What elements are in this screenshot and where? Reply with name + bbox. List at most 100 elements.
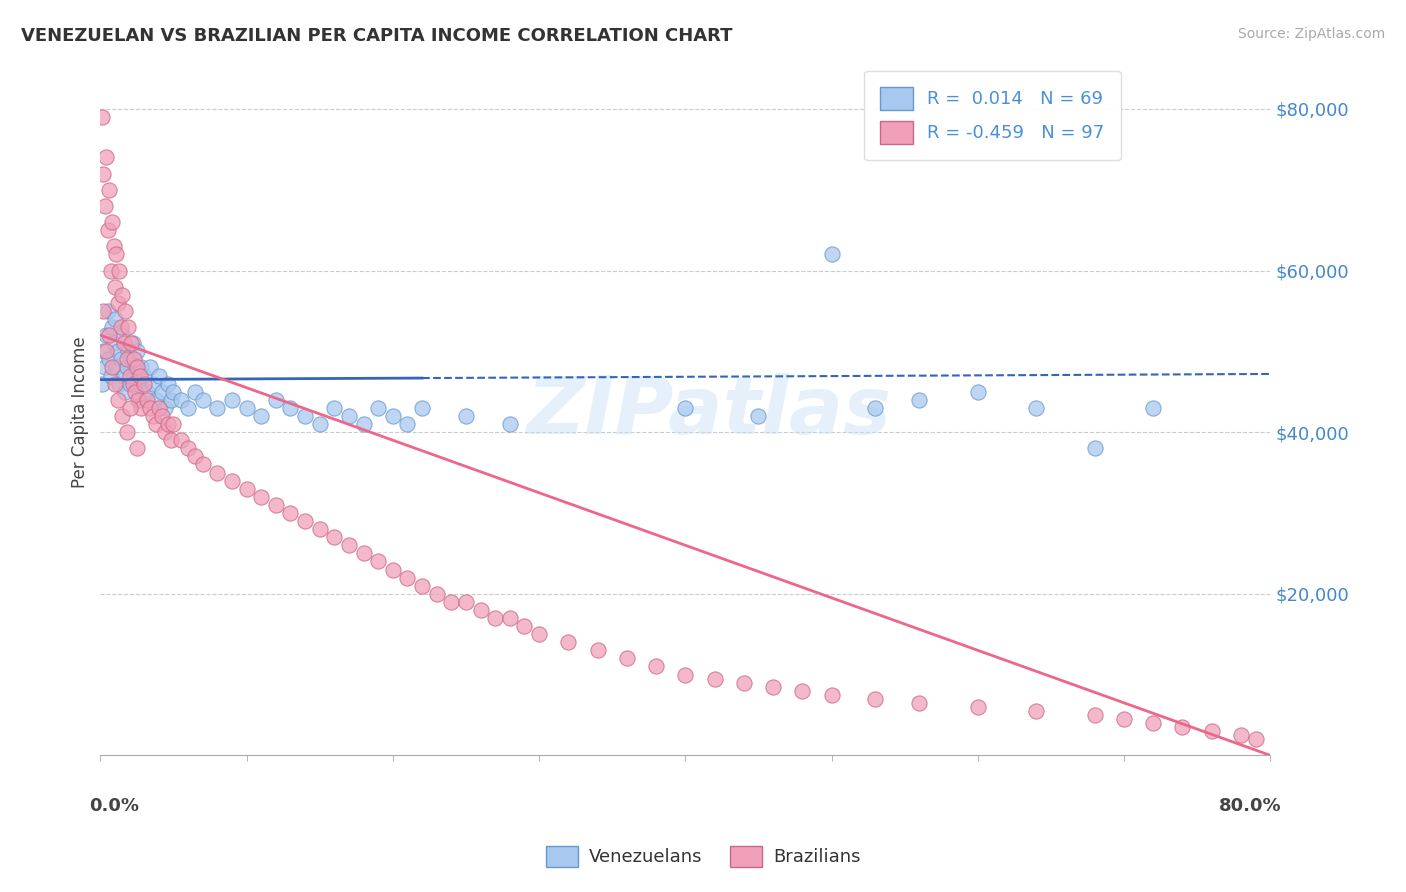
Point xyxy=(170,392,193,407)
Point xyxy=(908,696,931,710)
Point xyxy=(120,352,142,367)
Point xyxy=(153,401,176,415)
Point xyxy=(105,360,128,375)
Point xyxy=(762,680,785,694)
Point xyxy=(484,611,506,625)
Point xyxy=(117,344,139,359)
Point xyxy=(153,425,176,439)
Point xyxy=(96,344,118,359)
Point xyxy=(110,352,132,367)
Point xyxy=(177,401,200,415)
Point xyxy=(97,223,120,237)
Point xyxy=(128,368,150,383)
Point xyxy=(184,384,207,399)
Point xyxy=(499,611,522,625)
Point xyxy=(235,482,257,496)
Point xyxy=(308,522,330,536)
Text: VENEZUELAN VS BRAZILIAN PER CAPITA INCOME CORRELATION CHART: VENEZUELAN VS BRAZILIAN PER CAPITA INCOM… xyxy=(21,27,733,45)
Point xyxy=(117,320,139,334)
Point xyxy=(122,352,145,367)
Point xyxy=(1084,708,1107,723)
Text: 0.0%: 0.0% xyxy=(89,797,139,814)
Point xyxy=(111,287,134,301)
Point xyxy=(1171,720,1194,734)
Point xyxy=(127,392,149,407)
Point xyxy=(98,352,121,367)
Text: 80.0%: 80.0% xyxy=(1219,797,1282,814)
Point xyxy=(162,384,184,399)
Point xyxy=(1201,724,1223,739)
Point xyxy=(129,401,152,415)
Point xyxy=(513,619,536,633)
Point xyxy=(308,417,330,431)
Point xyxy=(114,304,136,318)
Point xyxy=(280,506,302,520)
Point xyxy=(112,336,135,351)
Point xyxy=(104,376,127,391)
Point xyxy=(156,417,179,431)
Point xyxy=(527,627,550,641)
Point xyxy=(108,263,131,277)
Point xyxy=(184,450,207,464)
Point xyxy=(337,409,360,423)
Point xyxy=(142,409,165,423)
Point xyxy=(91,344,114,359)
Point xyxy=(1142,401,1164,415)
Point xyxy=(145,392,167,407)
Point xyxy=(110,320,132,334)
Point xyxy=(221,474,243,488)
Point xyxy=(792,683,814,698)
Point xyxy=(353,417,375,431)
Point xyxy=(107,296,129,310)
Point xyxy=(1112,712,1135,726)
Point xyxy=(294,409,316,423)
Point xyxy=(134,368,156,383)
Point xyxy=(90,376,112,391)
Point xyxy=(156,376,179,391)
Point xyxy=(107,344,129,359)
Point xyxy=(426,587,449,601)
Point xyxy=(96,328,118,343)
Point xyxy=(103,336,125,351)
Point xyxy=(114,384,136,399)
Point xyxy=(323,401,346,415)
Point xyxy=(454,409,477,423)
Point xyxy=(454,595,477,609)
Point xyxy=(124,360,146,375)
Point xyxy=(124,384,146,399)
Point xyxy=(616,651,638,665)
Point xyxy=(136,384,159,399)
Point xyxy=(118,376,141,391)
Text: Source: ZipAtlas.com: Source: ZipAtlas.com xyxy=(1237,27,1385,41)
Point xyxy=(499,417,522,431)
Point xyxy=(122,368,145,383)
Point xyxy=(162,417,184,431)
Point xyxy=(104,312,127,326)
Point xyxy=(381,562,404,576)
Point xyxy=(557,635,579,649)
Point xyxy=(177,442,200,456)
Point xyxy=(91,167,114,181)
Point xyxy=(97,304,120,318)
Point xyxy=(323,530,346,544)
Point xyxy=(134,376,156,391)
Point xyxy=(470,603,492,617)
Point xyxy=(294,514,316,528)
Point xyxy=(191,392,214,407)
Point xyxy=(170,434,193,448)
Point xyxy=(733,675,755,690)
Point xyxy=(411,579,433,593)
Point xyxy=(93,199,115,213)
Point xyxy=(381,409,404,423)
Point xyxy=(118,401,141,415)
Point xyxy=(337,538,360,552)
Point xyxy=(865,401,887,415)
Point xyxy=(411,401,433,415)
Point xyxy=(966,384,988,399)
Point xyxy=(586,643,609,657)
Point xyxy=(139,401,162,415)
Point xyxy=(96,150,118,164)
Point xyxy=(91,304,114,318)
Point xyxy=(115,425,138,439)
Point xyxy=(367,401,389,415)
